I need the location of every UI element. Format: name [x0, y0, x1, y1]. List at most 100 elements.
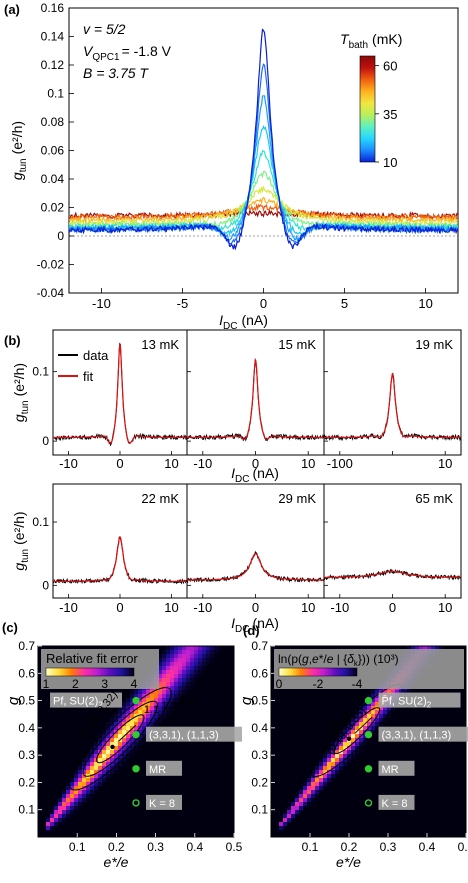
heatmap-cell	[62, 806, 66, 810]
heatmap-cell	[122, 738, 126, 742]
heatmap-cell	[351, 734, 355, 738]
heatmap-cell	[78, 766, 82, 770]
heatmap-cell	[90, 766, 94, 770]
heatmap-cell	[291, 806, 295, 810]
heatmap-cell	[178, 666, 182, 670]
heatmap-cell	[307, 782, 311, 786]
heatmap-cell	[307, 798, 311, 802]
x-tick-label: -10	[193, 600, 212, 615]
heatmap-cell	[279, 826, 283, 830]
model-label: (3,3,1), (1,1,3)	[382, 730, 452, 742]
heatmap-cell	[126, 702, 130, 706]
heatmap-cell	[166, 658, 170, 662]
heatmap-cell	[178, 662, 182, 666]
heatmap-cell	[178, 670, 182, 674]
label-part: g	[11, 414, 27, 422]
y-axis-label: gtun(e²/h)	[11, 363, 31, 422]
model-point	[133, 698, 139, 704]
heatmap-cell	[162, 658, 166, 662]
heatmap-cell	[166, 682, 170, 686]
heatmap-cell	[307, 802, 311, 806]
heatmap-cell	[182, 682, 186, 686]
heatmap-cell	[58, 802, 62, 806]
y-tick-label: 0.6	[251, 666, 268, 680]
heatmap-cell	[371, 690, 375, 694]
y-tick-label: 0.14	[41, 30, 65, 44]
heatmap-cell	[170, 658, 174, 662]
heatmap-cell	[74, 806, 78, 810]
heatmap-cell	[371, 702, 375, 706]
heatmap-cell	[202, 666, 206, 670]
heatmap-cell	[94, 766, 98, 770]
heatmap-cell	[190, 674, 194, 678]
heatmap-cell	[311, 790, 315, 794]
heatmap-cell	[367, 714, 371, 718]
heatmap-cell	[319, 786, 323, 790]
heatmap-cell	[178, 654, 182, 658]
heatmap-cell	[54, 806, 58, 810]
heatmap-cell	[214, 650, 218, 654]
heatmap-cell	[122, 702, 126, 706]
heatmap-cell	[182, 662, 186, 666]
x-tick-label: 0.3	[147, 840, 164, 854]
heatmap-cell	[283, 822, 287, 826]
heatmap-cell	[106, 746, 110, 750]
x-tick-label: 0.2	[341, 840, 358, 854]
subplot-title: 22 mK	[141, 491, 179, 506]
heatmap-cell	[46, 822, 50, 826]
subplot-title: 65 mK	[415, 491, 453, 506]
heatmap-cell	[54, 822, 58, 826]
heatmap-cell	[327, 774, 331, 778]
heatmap-cell	[182, 654, 186, 658]
heatmap-cell	[311, 794, 315, 798]
heatmap-cell	[186, 682, 190, 686]
heatmap-cell	[170, 666, 174, 670]
x-tick-label: 0.5	[226, 840, 243, 854]
heatmap-cell	[122, 730, 126, 734]
fit-line	[53, 344, 187, 444]
label-part: (3,3,1), (1,1,3)	[382, 730, 452, 742]
heatmap-cell	[50, 818, 54, 822]
heatmap-cell	[198, 654, 202, 658]
heatmap-cell	[66, 794, 70, 798]
heatmap-cell	[315, 778, 319, 782]
heatmap-cell	[182, 666, 186, 670]
y-tick-label: 0.1	[251, 803, 268, 817]
heatmap-cell	[58, 814, 62, 818]
y-tick-label: 0.3	[251, 748, 268, 762]
colorbar-title: Tbath(mK)	[340, 31, 402, 51]
heatmap-cell	[299, 798, 303, 802]
x-tick-label: -10	[330, 600, 349, 615]
heatmap-cell	[218, 646, 222, 650]
heatmap-cell	[194, 646, 198, 650]
annotation-field: B = 3.75 T	[83, 65, 149, 81]
heatmap-cell	[66, 810, 70, 814]
label-part: QPC1	[92, 52, 120, 63]
heatmap-cell	[307, 790, 311, 794]
x-tick-label: 0	[116, 456, 123, 471]
heatmap-cell	[283, 814, 287, 818]
heatmap-cell	[86, 778, 90, 782]
heatmap-cell	[114, 734, 118, 738]
heatmap-cell	[178, 650, 182, 654]
x-axis-label: e*/e	[336, 854, 361, 870]
x-axis-label: e*/e	[104, 854, 129, 870]
heatmap-cell	[315, 782, 319, 786]
heatmap-cell	[170, 682, 174, 686]
x-tick-label: -10	[92, 296, 111, 311]
heatmap-cell	[86, 790, 90, 794]
heatmap-cell	[78, 774, 82, 778]
colorbar-tick-label: -2	[313, 677, 324, 691]
heatmap-cell	[62, 790, 66, 794]
panel-label: (b)	[4, 333, 21, 348]
heatmap-cell	[371, 726, 375, 730]
heatmap-cell	[86, 766, 90, 770]
heatmap-cell	[118, 734, 122, 738]
heatmap-cell	[126, 734, 130, 738]
heatmap-cell	[206, 658, 210, 662]
heatmap-cell	[327, 762, 331, 766]
heatmap-cell	[146, 718, 150, 722]
y-tick-label: 0.1	[32, 515, 49, 529]
heatmap-cell	[166, 694, 170, 698]
heatmap-cell	[190, 654, 194, 658]
